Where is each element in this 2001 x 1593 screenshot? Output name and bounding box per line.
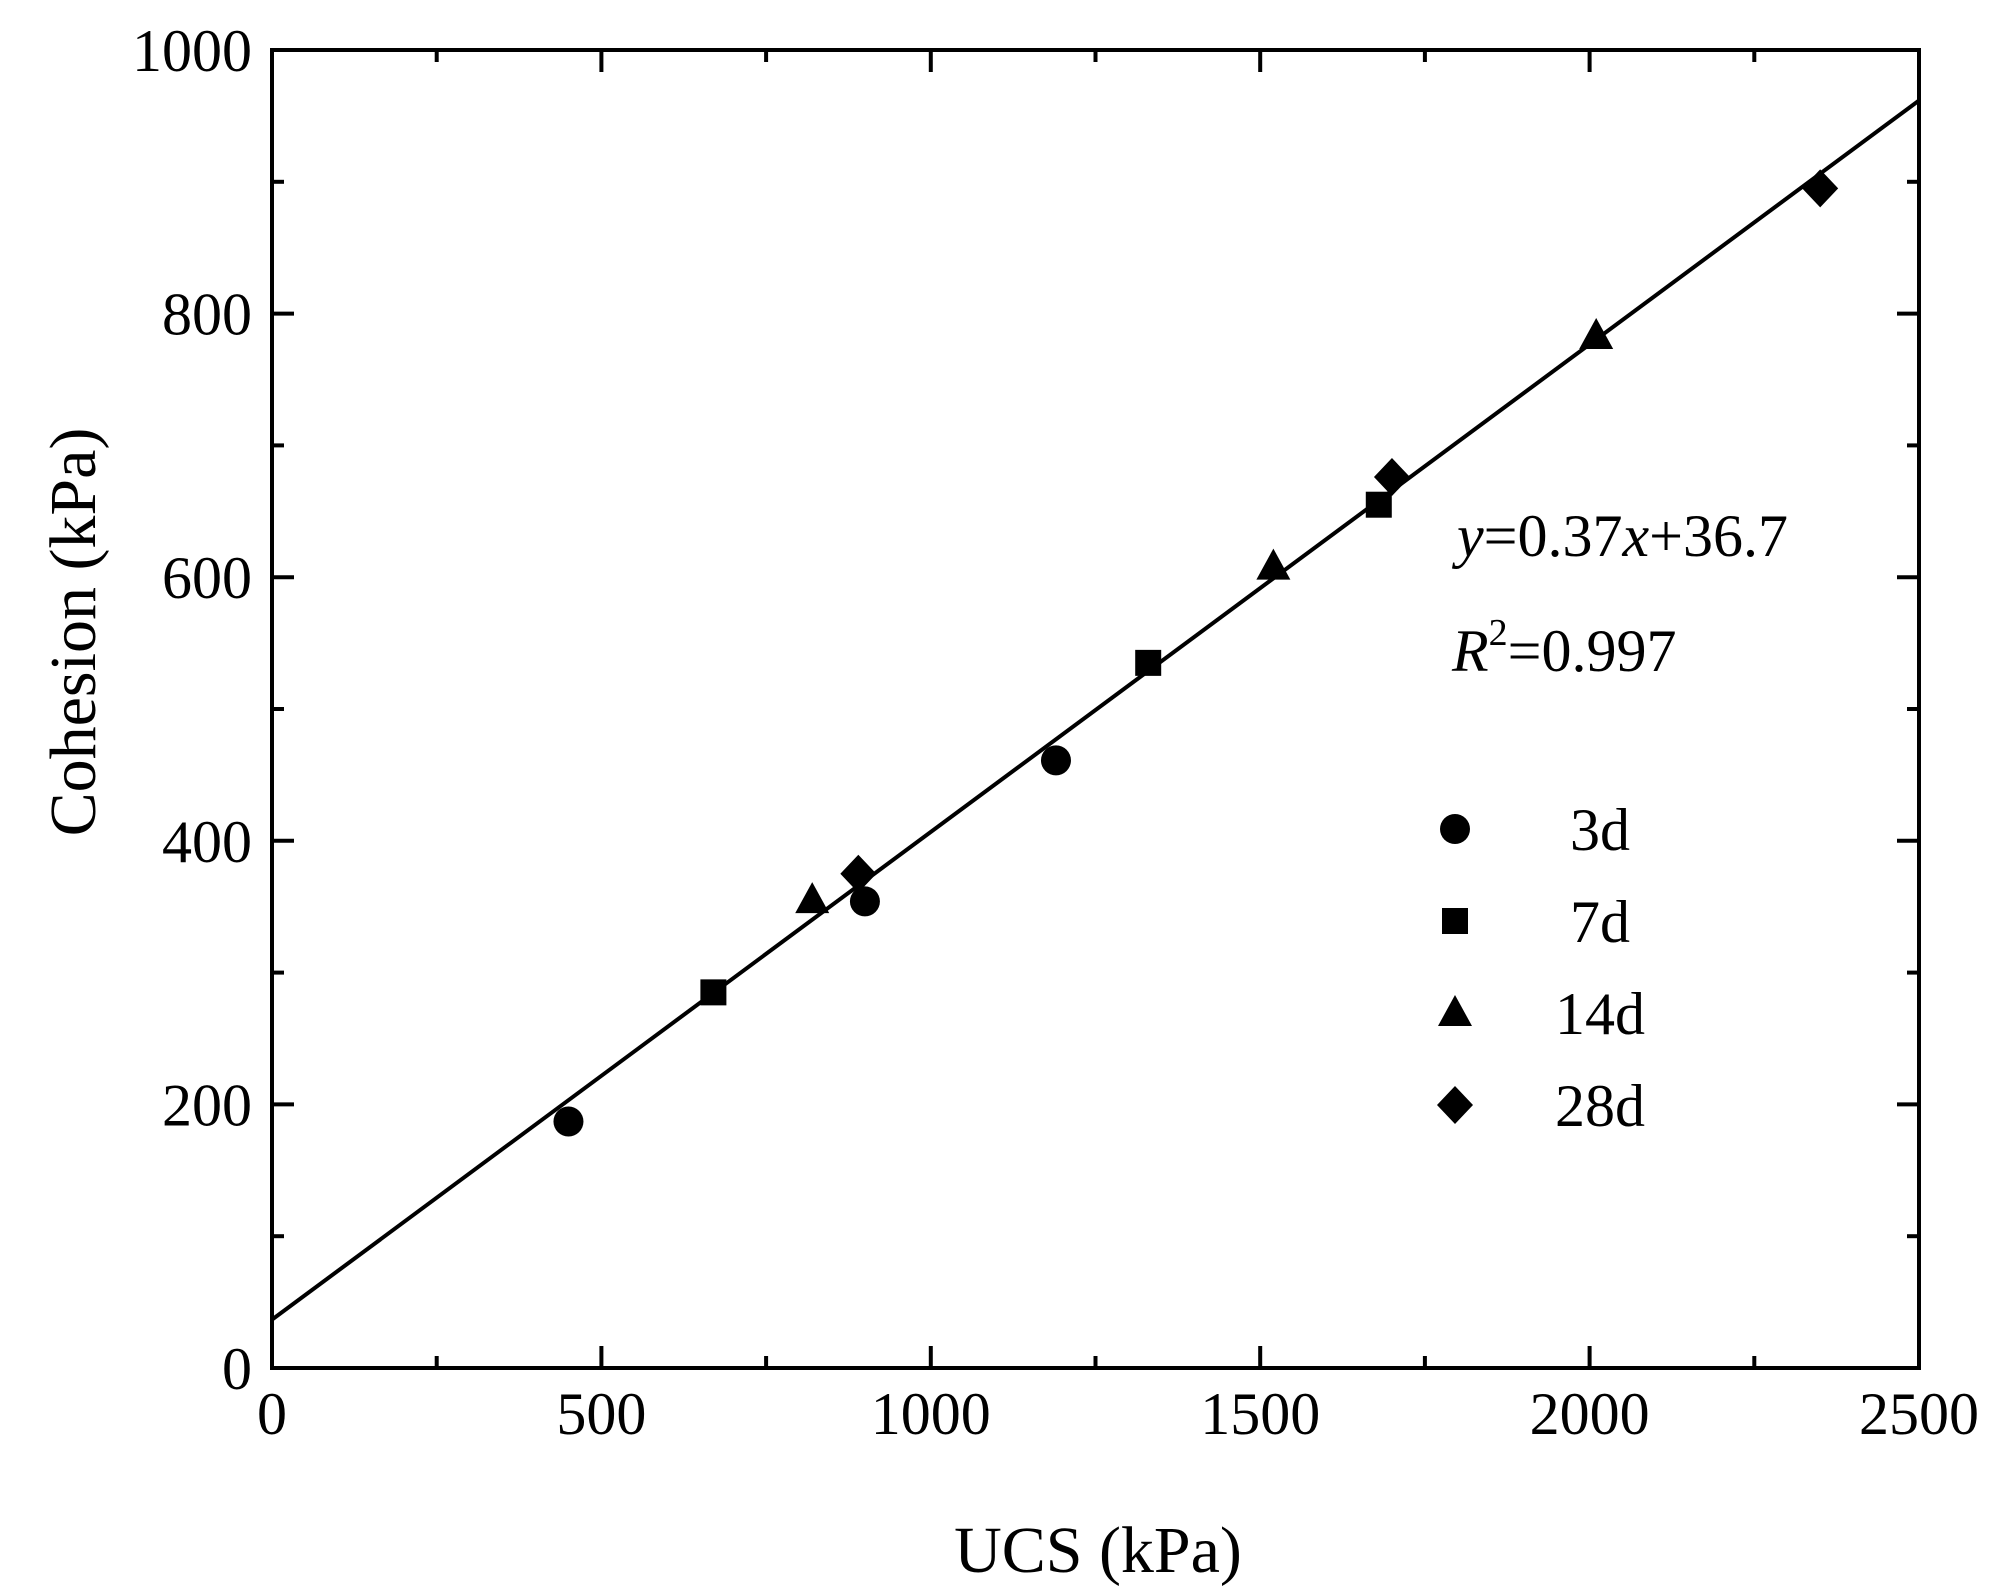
legend-marker-28d — [1437, 1086, 1473, 1124]
x-tick-label: 1000 — [871, 1381, 991, 1447]
fit-equation-x: x — [1621, 503, 1649, 569]
y-tick-label: 200 — [162, 1072, 252, 1138]
x-tick-label: 500 — [556, 1381, 646, 1447]
y-axis: 0 200 400 600 800 1000 — [132, 18, 1919, 1402]
data-point-14d — [1256, 548, 1291, 580]
y-tick-label: 400 — [162, 809, 252, 875]
r-squared-symbol: R — [1451, 618, 1489, 684]
r-squared-value: =0.997 — [1508, 618, 1677, 684]
data-point-7d — [1365, 491, 1392, 518]
data-point-3d — [1040, 745, 1071, 776]
y-tick-label: 800 — [162, 282, 252, 348]
fit-equation-intercept: +36.7 — [1649, 503, 1788, 569]
fit-r-squared: R2=0.997 — [1451, 612, 1677, 684]
data-point-14d — [1579, 318, 1614, 350]
data-point-14d — [795, 882, 830, 914]
x-tick-label: 2500 — [1859, 1381, 1979, 1447]
data-point-3d — [849, 886, 880, 917]
data-markers — [553, 169, 1839, 1137]
plot-area — [270, 48, 1921, 1370]
fit-equation-slope: =0.37 — [1484, 503, 1623, 569]
legend-label-28d: 28d — [1555, 1073, 1645, 1139]
data-point-3d — [553, 1106, 584, 1137]
legend: 3d 7d 14d 28d — [1437, 797, 1645, 1139]
data-point-28d — [1373, 458, 1410, 497]
y-tick-label: 0 — [222, 1336, 252, 1402]
fit-equation: y=0.37x+36.7 — [1451, 503, 1788, 569]
legend-label-14d: 14d — [1555, 981, 1645, 1047]
data-point-28d — [840, 854, 877, 893]
fit-equation-y: y — [1451, 503, 1484, 569]
x-tick-label: 2000 — [1530, 1381, 1650, 1447]
x-tick-label: 1500 — [1200, 1381, 1320, 1447]
data-point-7d — [700, 979, 727, 1006]
r-squared-superscript: 2 — [1489, 612, 1508, 654]
x-axis-title: UCS (kPa) — [954, 1514, 1242, 1587]
legend-marker-14d — [1438, 995, 1472, 1026]
x-tick-label: 0 — [257, 1381, 287, 1447]
legend-marker-3d — [1440, 814, 1470, 844]
y-tick-label: 600 — [162, 545, 252, 611]
y-axis-title: Cohesion (kPa) — [37, 428, 110, 837]
x-axis: 0 500 1000 1500 2000 2500 — [257, 50, 1979, 1447]
data-point-28d — [1802, 169, 1839, 208]
fit-line — [270, 98, 1921, 1322]
y-tick-label: 1000 — [132, 18, 252, 84]
legend-label-3d: 3d — [1570, 797, 1630, 863]
legend-label-7d: 7d — [1570, 889, 1630, 955]
legend-marker-7d — [1442, 908, 1468, 934]
data-point-7d — [1135, 649, 1162, 676]
